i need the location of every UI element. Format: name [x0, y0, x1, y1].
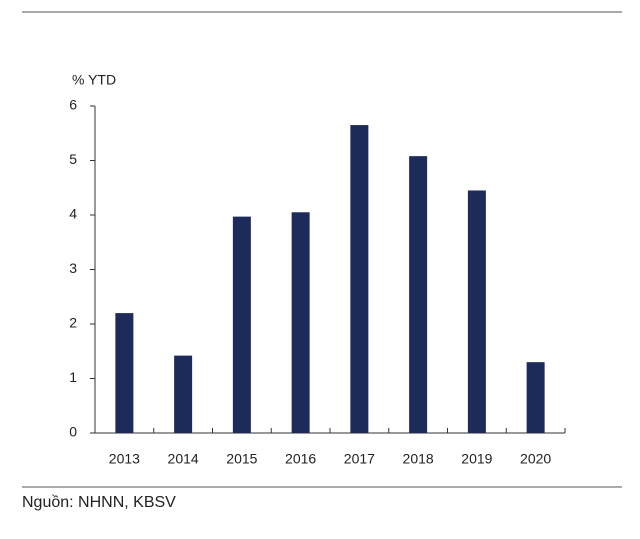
x-tick-label: 2016	[285, 451, 316, 467]
x-tick-label: 2020	[520, 451, 551, 467]
x-tick-label: 2014	[168, 451, 199, 467]
bar	[291, 212, 310, 433]
y-axis-label: % YTD	[72, 72, 116, 88]
x-tick-label: 2018	[403, 451, 434, 467]
bar	[526, 362, 545, 433]
x-tick-label: 2015	[226, 451, 257, 467]
source-note: Nguồn: NHNN, KBSV	[22, 494, 176, 511]
y-tick-label: 2	[69, 315, 77, 331]
y-tick-label: 0	[69, 424, 77, 440]
y-tick-label: 6	[69, 97, 77, 113]
y-tick-label: 3	[69, 260, 77, 276]
x-tick-label: 2013	[109, 451, 140, 467]
y-tick-label: 1	[69, 369, 77, 385]
bar	[174, 355, 193, 433]
bar	[467, 190, 486, 433]
bar	[115, 313, 134, 433]
y-tick-label: 5	[69, 151, 77, 167]
x-tick-label: 2019	[461, 451, 492, 467]
bar	[232, 216, 251, 433]
bar	[409, 156, 428, 433]
bar	[350, 125, 369, 433]
y-tick-label: 4	[69, 206, 77, 222]
x-tick-label: 2017	[344, 451, 375, 467]
